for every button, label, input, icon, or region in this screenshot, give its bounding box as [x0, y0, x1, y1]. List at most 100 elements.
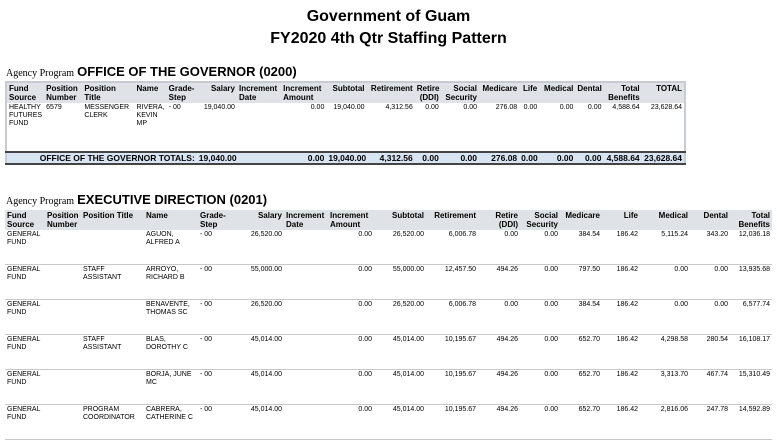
cell-retirement: 10,195.67	[426, 369, 478, 405]
cell-social-security: 0.00	[520, 264, 560, 300]
cell-position-title	[81, 299, 144, 335]
table-row: GENERAL FUND AGUON, ALFRED A- 00 26,520.00…	[5, 230, 772, 265]
col-name: Name	[144, 210, 198, 230]
col-increment-date: Increment Date	[284, 210, 328, 230]
cell-salary: 45,014.00	[234, 334, 284, 370]
col-position-title: Position Title	[81, 210, 144, 230]
cell-grade-step: - 00	[198, 404, 234, 440]
agency-program-heading-2: Agency Program EXECUTIVE DIRECTION (0201…	[6, 192, 267, 207]
cell-medicare: 652.70	[560, 404, 602, 440]
totals-medical: 0.00	[539, 151, 576, 165]
cell-dental: 280.54	[690, 334, 730, 370]
cell-fund-source: HEALTHY FUTURES FUND	[9, 104, 43, 127]
spacer-row	[6, 129, 685, 152]
cell-retire-ddi: 0.00	[425, 104, 439, 111]
cell-subtotal: 45,014.00	[374, 334, 426, 370]
cell-life: 186.42	[602, 334, 640, 370]
col-increment-amount: Increment Amount	[328, 210, 374, 230]
cell-position-title	[81, 230, 144, 265]
cell-name: BENAVENTE, THOMAS SC	[144, 299, 198, 335]
col-life: Life	[519, 82, 540, 103]
cell-increment-amount: 0.00	[328, 404, 374, 440]
cell-position-number	[45, 264, 81, 300]
totals-medicare: 276.08	[478, 151, 520, 165]
cell-increment-date	[284, 264, 328, 300]
col-retirement: Retirement	[366, 82, 415, 103]
cell-increment-amount: 0.00	[328, 369, 374, 405]
cell-retire-ddi: 0.00	[478, 299, 520, 335]
col-dental: Dental	[690, 210, 730, 230]
agency-program-label: Agency Program	[6, 68, 75, 79]
cell-increment-date	[284, 369, 328, 405]
cell-position-number	[45, 369, 81, 405]
cell-subtotal: 45,014.00	[374, 369, 426, 405]
cell-name: AGUON, ALFRED A	[144, 230, 198, 265]
cell-increment-date	[284, 230, 328, 265]
cell-subtotal: 19,040.00	[333, 104, 365, 111]
col-grade-step: Grade-Step	[166, 82, 197, 103]
report-subtitle: FY2020 4th Qtr Staffing Pattern	[270, 30, 507, 47]
cell-salary: 19,040.00	[203, 104, 235, 111]
cell-fund-source: GENERAL FUND	[5, 369, 45, 405]
cell-retirement: 10,195.67	[426, 404, 478, 440]
cell-medical: 2,816.06	[640, 404, 690, 440]
cell-increment-date	[284, 299, 328, 335]
agency-program-name: EXECUTIVE DIRECTION (0201)	[77, 192, 268, 207]
totals-total: 23,628.64	[641, 151, 685, 165]
cell-position-number	[45, 299, 81, 335]
totals-label: OFFICE OF THE GOVERNOR TOTALS:	[6, 151, 197, 165]
cell-name: CABRERA, CATHERINE C	[144, 404, 198, 440]
cell-position-number	[45, 230, 81, 265]
cell-dental: 0.00	[587, 104, 602, 111]
col-salary: Salary	[196, 82, 237, 103]
cell-subtotal: 26,520.00	[374, 230, 426, 265]
cell-retire-ddi: 494.26	[478, 369, 520, 405]
cell-position-title	[81, 369, 144, 405]
cell-salary: 55,000.00	[234, 264, 284, 300]
col-medical: Medical	[539, 82, 576, 103]
cell-retire-ddi: 0.00	[478, 230, 520, 265]
cell-fund-source: GENERAL FUND	[5, 230, 45, 265]
table-row: GENERAL FUND PROGRAM COORDINATOR CABRERA, …	[5, 404, 772, 440]
cell-grade-step: - 00	[198, 230, 234, 265]
col-position-number: Position Number	[44, 82, 83, 103]
col-medicare: Medicare	[560, 210, 602, 230]
cell-salary: 45,014.00	[234, 404, 284, 440]
cell-retirement: 12,457.50	[426, 264, 478, 300]
cell-social-security: 0.00	[520, 334, 560, 370]
cell-medical: 0.00	[640, 264, 690, 300]
staffing-table-executive-direction: Fund Source Position Number Position Tit…	[5, 210, 772, 440]
report-title: Government of Guam	[306, 8, 471, 25]
cell-medicare: 652.70	[560, 334, 602, 370]
cell-retire-ddi: 494.26	[478, 404, 520, 440]
cell-increment-amount: 0.00	[328, 334, 374, 370]
cell-subtotal: 55,000.00	[374, 264, 426, 300]
cell-fund-source: GENERAL FUND	[5, 299, 45, 335]
table-row: GENERAL FUND STAFF ASSISTANT ARROYO, RICHA…	[5, 264, 772, 300]
cell-dental: 467.74	[690, 369, 730, 405]
col-total: TOTAL	[641, 82, 685, 103]
cell-dental: 0.00	[690, 299, 730, 335]
col-total-benefits: Total Benefits	[603, 82, 642, 103]
cell-grade-step: - 00	[198, 334, 234, 370]
cell-name: BORJA, JUNE MC	[144, 369, 198, 405]
totals-life: 0.00	[519, 151, 540, 165]
col-medicare: Medicare	[478, 82, 520, 103]
cell-increment-date	[237, 103, 281, 129]
totals-increment-amount: 0.00	[281, 151, 327, 165]
totals-retirement: 4,312.56	[366, 151, 415, 165]
totals-subtotal: 19,040.00	[326, 151, 367, 165]
col-position-title: Position Title	[82, 82, 135, 103]
cell-dental: 0.00	[690, 264, 730, 300]
cell-salary: 26,520.00	[234, 230, 284, 265]
cell-retire-ddi: 494.26	[478, 334, 520, 370]
table-row: GENERAL FUND STAFF ASSISTANT BLAS, DOROTHY…	[5, 334, 772, 370]
totals-social-security: 0.00	[440, 151, 479, 165]
col-salary: Salary	[234, 210, 284, 230]
col-retire-ddi: Retire (DDI)	[478, 210, 520, 230]
cell-fund-source: GENERAL FUND	[5, 334, 45, 370]
col-medical: Medical	[640, 210, 690, 230]
col-total-benefits: Total Benefits	[730, 210, 772, 230]
cell-life: 0.00	[523, 104, 538, 111]
table-row: GENERAL FUND BENAVENTE, THOMAS SC - 00 26,5…	[5, 299, 772, 335]
